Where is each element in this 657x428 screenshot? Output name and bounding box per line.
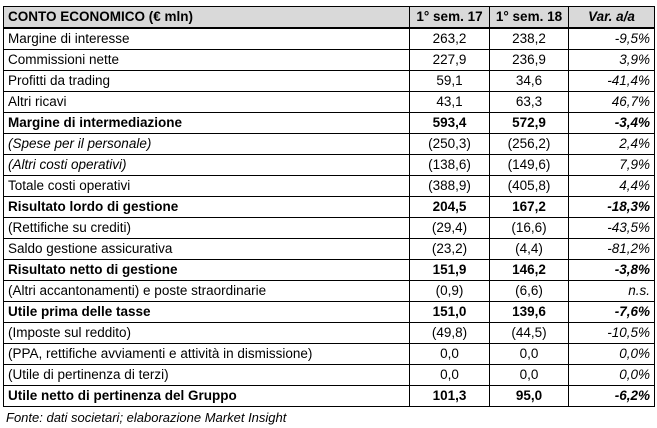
row-value-period-1: (388,9)	[409, 175, 490, 197]
row-label: (Imposte sul reddito)	[3, 322, 410, 344]
row-variation: n.s.	[568, 280, 655, 302]
row-label: (Rettifiche su crediti)	[3, 217, 410, 239]
row-value-period-1: (29,4)	[409, 217, 490, 239]
table-header-row: CONTO ECONOMICO (€ mln) 1° sem. 17 1° se…	[3, 6, 655, 29]
row-value-period-2: 95,0	[489, 385, 569, 407]
header-period-2: 1° sem. 18	[489, 6, 569, 29]
row-value-period-1: 204,5	[409, 196, 490, 218]
row-label: (Spese per il personale)	[3, 133, 410, 155]
row-value-period-2: (149,6)	[489, 154, 569, 176]
row-variation: -3,4%	[568, 112, 655, 134]
row-value-period-1: 101,3	[409, 385, 490, 407]
row-variation: -10,5%	[568, 322, 655, 344]
row-variation: 3,9%	[568, 49, 655, 71]
row-value-period-1: 227,9	[409, 49, 490, 71]
table-row: Margine di interesse 263,2 238,2 -9,5%	[3, 27, 655, 50]
row-value-period-2: 238,2	[489, 27, 569, 50]
table-row: Profitti da trading 59,1 34,6 -41,4%	[3, 70, 655, 92]
row-value-period-2: (6,6)	[489, 280, 569, 302]
row-label: Margine di intermediazione	[3, 112, 410, 134]
row-value-period-2: (44,5)	[489, 322, 569, 344]
row-variation: -3,8%	[568, 259, 655, 281]
table-row: Totale costi operativi (388,9) (405,8) 4,4%	[3, 175, 655, 197]
row-value-period-2: (16,6)	[489, 217, 569, 239]
row-value-period-1: (138,6)	[409, 154, 490, 176]
row-label: Risultato netto di gestione	[3, 259, 410, 281]
row-variation: -9,5%	[568, 27, 655, 50]
row-value-period-1: 151,9	[409, 259, 490, 281]
row-value-period-2: 34,6	[489, 70, 569, 92]
table-row: Altri ricavi 43,1 63,3 46,7%	[3, 91, 655, 113]
row-value-period-1: (49,8)	[409, 322, 490, 344]
row-label: (Altri costi operativi)	[3, 154, 410, 176]
row-value-period-2: 0,0	[489, 364, 569, 386]
row-variation: -6,2%	[568, 385, 655, 407]
table-row: Commissioni nette 227,9 236,9 3,9%	[3, 49, 655, 71]
table-row: (Rettifiche su crediti) (29,4) (16,6) -43,5…	[3, 217, 655, 239]
row-label: Saldo gestione assicurativa	[3, 238, 410, 260]
row-value-period-1: (23,2)	[409, 238, 490, 260]
row-variation: 46,7%	[568, 91, 655, 113]
income-statement-table: CONTO ECONOMICO (€ mln) 1° sem. 17 1° se…	[3, 6, 655, 407]
row-variation: -7,6%	[568, 301, 655, 323]
row-value-period-2: 167,2	[489, 196, 569, 218]
row-variation: 0,0%	[568, 364, 655, 386]
row-variation: 4,4%	[568, 175, 655, 197]
row-variation: -18,3%	[568, 196, 655, 218]
row-value-period-2: 0,0	[489, 343, 569, 365]
row-value-period-2: 572,9	[489, 112, 569, 134]
row-value-period-2: (4,4)	[489, 238, 569, 260]
row-value-period-2: 63,3	[489, 91, 569, 113]
row-value-period-1: (250,3)	[409, 133, 490, 155]
row-label: Altri ricavi	[3, 91, 410, 113]
row-value-period-1: 593,4	[409, 112, 490, 134]
row-value-period-1: 0,0	[409, 364, 490, 386]
table-row: (Spese per il personale) (250,3) (256,2) 2,…	[3, 133, 655, 155]
table-row: Risultato lordo di gestione 204,5 167,2 -18…	[3, 196, 655, 218]
row-variation: 2,4%	[568, 133, 655, 155]
table-row: Margine di intermediazione 593,4 572,9 -3,4…	[3, 112, 655, 134]
table-row: (Altri accantonamenti) e poste straordin…	[3, 280, 655, 302]
table-row: Utile prima delle tasse 151,0 139,6 -7,6%	[3, 301, 655, 323]
table-body: Margine di interesse 263,2 238,2 -9,5% Commi…	[3, 27, 655, 407]
row-label: Utile netto di pertinenza del Gruppo	[3, 385, 410, 407]
table-row: (Altri costi operativi) (138,6) (149,6) 7,9…	[3, 154, 655, 176]
table-row: (Imposte sul reddito) (49,8) (44,5) -10,5%	[3, 322, 655, 344]
row-label: (PPA, rettifiche avviamenti e attività i…	[3, 343, 410, 365]
row-value-period-2: (405,8)	[489, 175, 569, 197]
header-period-1: 1° sem. 17	[409, 6, 490, 29]
row-label: Commissioni nette	[3, 49, 410, 71]
row-value-period-1: 263,2	[409, 27, 490, 50]
row-label: Totale costi operativi	[3, 175, 410, 197]
row-variation: 7,9%	[568, 154, 655, 176]
source-note: Fonte: dati societari; elaborazione Mark…	[6, 410, 287, 425]
row-variation: -81,2%	[568, 238, 655, 260]
row-variation: -41,4%	[568, 70, 655, 92]
table-row: Utile netto di pertinenza del Gruppo 101,…	[3, 385, 655, 407]
row-variation: 0,0%	[568, 343, 655, 365]
row-value-period-1: (0,9)	[409, 280, 490, 302]
row-value-period-1: 59,1	[409, 70, 490, 92]
row-label: Utile prima delle tasse	[3, 301, 410, 323]
table-row: (Utile di pertinenza di terzi) 0,0 0,0 0,0%	[3, 364, 655, 386]
row-value-period-1: 0,0	[409, 343, 490, 365]
row-label: (Altri accantonamenti) e poste straordin…	[3, 280, 410, 302]
row-label: Margine di interesse	[3, 27, 410, 50]
table-row: (PPA, rettifiche avviamenti e attività i…	[3, 343, 655, 365]
row-value-period-2: 236,9	[489, 49, 569, 71]
table-row: Saldo gestione assicurativa (23,2) (4,4) -8…	[3, 238, 655, 260]
row-value-period-1: 151,0	[409, 301, 490, 323]
table-row: Risultato netto di gestione 151,9 146,2 -3,…	[3, 259, 655, 281]
row-label: (Utile di pertinenza di terzi)	[3, 364, 410, 386]
header-variation: Var. a/a	[568, 6, 655, 29]
row-value-period-2: 139,6	[489, 301, 569, 323]
row-value-period-1: 43,1	[409, 91, 490, 113]
row-variation: -43,5%	[568, 217, 655, 239]
row-label: Risultato lordo di gestione	[3, 196, 410, 218]
row-value-period-2: (256,2)	[489, 133, 569, 155]
row-label: Profitti da trading	[3, 70, 410, 92]
header-label: CONTO ECONOMICO (€ mln)	[3, 6, 410, 29]
row-value-period-2: 146,2	[489, 259, 569, 281]
